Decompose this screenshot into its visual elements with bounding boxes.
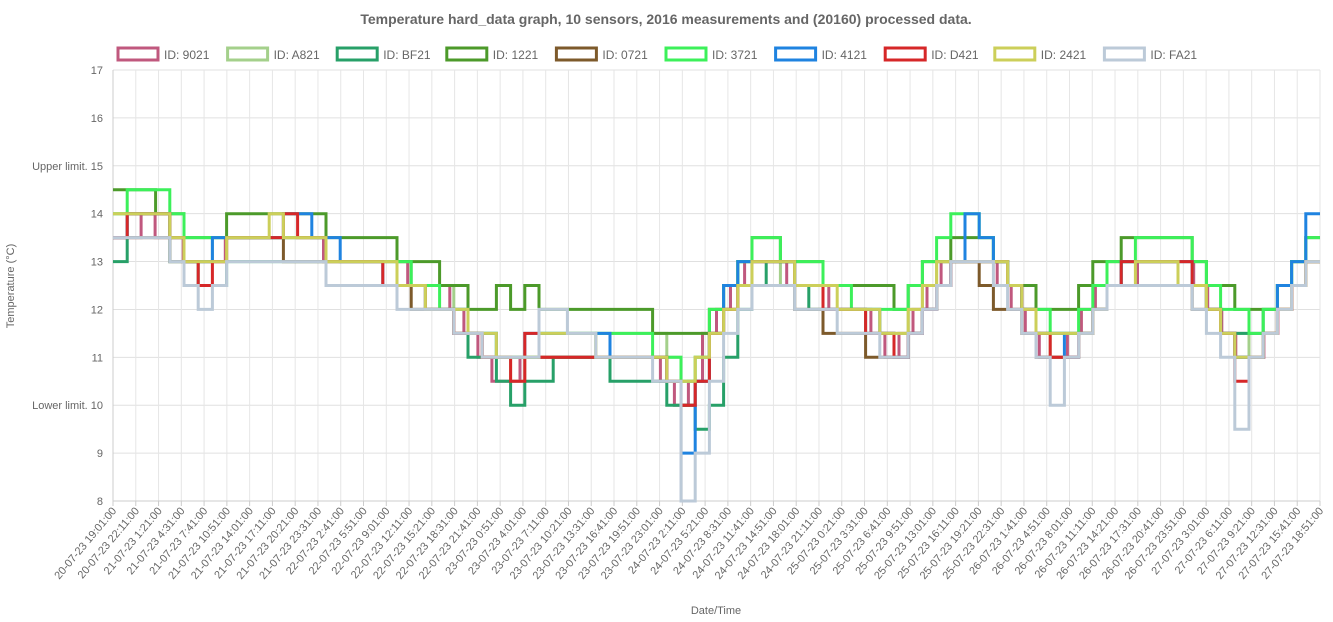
legend-item[interactable]: ID: 4121 — [774, 46, 868, 62]
legend-label: ID: A821 — [274, 48, 320, 62]
grid — [112, 69, 1321, 502]
legend-label: ID: 1221 — [493, 48, 539, 62]
legend-swatch — [883, 46, 927, 62]
legend-label: ID: FA21 — [1150, 48, 1197, 62]
legend-item[interactable]: ID: 1221 — [445, 46, 539, 62]
y-tick-label: 14 — [91, 209, 103, 221]
legend-swatch — [116, 46, 160, 62]
y-tick-label: Upper limit. 15 — [32, 161, 103, 173]
series-line-id-2421 — [113, 212, 1320, 383]
y-tick-label: 17 — [91, 65, 103, 77]
y-tick-label: 9 — [97, 448, 103, 460]
legend-label: ID: 2421 — [1041, 48, 1087, 62]
legend-label: ID: D421 — [931, 48, 979, 62]
y-tick-label: 11 — [92, 352, 103, 364]
y-tick-label: 12 — [91, 304, 103, 316]
legend-swatch — [664, 46, 708, 62]
y-tick-label: 13 — [91, 257, 103, 269]
legend-item[interactable]: ID: A821 — [226, 46, 320, 62]
legend-item[interactable]: ID: BF21 — [335, 46, 431, 62]
series-group — [113, 188, 1320, 503]
legend-item[interactable]: ID: D421 — [883, 46, 979, 62]
legend-swatch — [226, 46, 270, 62]
chart-title: Temperature hard_data graph, 10 sensors,… — [360, 11, 971, 27]
legend-label: ID: 4121 — [822, 48, 868, 62]
legend-swatch — [774, 46, 818, 62]
legend-item[interactable]: ID: 9021 — [116, 46, 210, 62]
legend-item[interactable]: ID: FA21 — [1102, 46, 1197, 62]
y-tick-label: 8 — [97, 496, 103, 508]
legend-label: ID: 0721 — [602, 48, 648, 62]
legend-swatch — [335, 46, 379, 62]
y-axis-ticks: 17 16 Upper limit. 15 14 13 12 11 Lower limit. … — [32, 65, 103, 508]
legend-item[interactable]: ID: 0721 — [554, 46, 648, 62]
legend-label: ID: BF21 — [383, 48, 431, 62]
series-line-id-fa21 — [113, 236, 1320, 503]
legend-swatch — [554, 46, 598, 62]
legend-item[interactable]: ID: 2421 — [993, 46, 1087, 62]
legend-swatch — [445, 46, 489, 62]
legend-label: ID: 9021 — [164, 48, 210, 62]
legend: ID: 9021 ID: A821 ID: BF21 ID: 1221 ID: 0721… — [116, 46, 1197, 62]
y-axis-title: Temperature (°C) — [5, 244, 17, 328]
x-axis-title: Date/Time — [691, 605, 741, 617]
legend-swatch — [1102, 46, 1146, 62]
y-tick-label: 16 — [91, 113, 103, 125]
legend-label: ID: 3721 — [712, 48, 758, 62]
y-tick-label: Lower limit. 10 — [32, 400, 103, 412]
legend-item[interactable]: ID: 3721 — [664, 46, 758, 62]
legend-swatch — [993, 46, 1037, 62]
